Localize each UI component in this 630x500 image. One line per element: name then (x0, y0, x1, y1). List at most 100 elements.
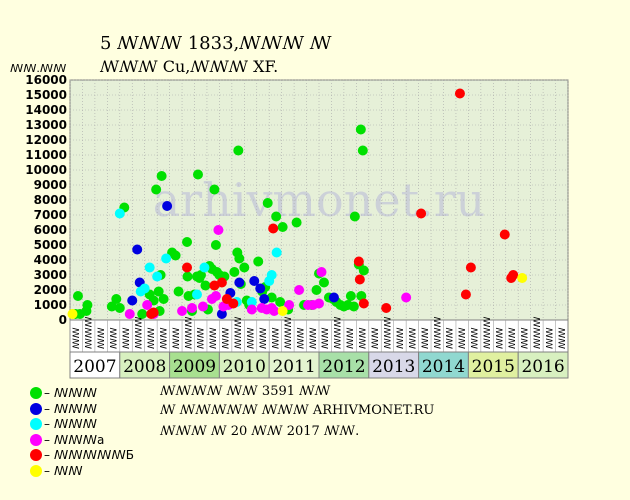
data-point (216, 309, 227, 319)
y-tick-label: 10000 (25, 163, 67, 177)
quarter-label: ꟿꟿ (271, 327, 281, 349)
data-point (353, 256, 364, 267)
data-point (246, 297, 257, 307)
y-tick-label: 11000 (25, 148, 67, 162)
data-point (144, 262, 155, 273)
data-point (161, 253, 172, 264)
data-point (277, 306, 288, 316)
data-point (200, 280, 211, 291)
data-point (210, 240, 221, 250)
y-tick-label: 14000 (25, 103, 67, 117)
data-point (177, 306, 188, 316)
data-point (239, 262, 250, 273)
data-point (132, 244, 143, 255)
data-point (142, 300, 153, 310)
data-point (271, 247, 282, 258)
data-point (355, 124, 366, 135)
quarter-label: ꟿꟿꟿ (85, 316, 95, 349)
year-label: 2015 (472, 357, 515, 377)
quarter-label: ꟿꟿ (396, 327, 406, 349)
data-point (162, 201, 173, 211)
data-point (111, 294, 122, 304)
data-point (209, 184, 220, 195)
data-point (127, 295, 138, 306)
quarter-label: ꟿꟿꟿ (483, 316, 493, 349)
year-band (69, 351, 121, 379)
quarter-label: ꟿꟿꟿ (334, 316, 344, 349)
data-point (173, 286, 184, 297)
y-tick-label: 1000 (34, 298, 67, 312)
data-point (234, 253, 245, 264)
y-tick-label: 0 (59, 313, 67, 327)
data-point (229, 267, 240, 277)
data-point (465, 262, 476, 273)
data-point (249, 276, 260, 286)
quarter-label: ꟿꟿ (247, 327, 257, 349)
info-source: ꟿ ꟿꟿꟿꟿꟿ ꟿꟿꟿ ARHIVMONET.RU (160, 403, 435, 418)
data-point (210, 291, 221, 301)
year-band (218, 351, 270, 379)
year-band (119, 351, 171, 379)
quarter-label: ꟿꟿ (359, 327, 369, 349)
legend-marker (30, 402, 42, 415)
year-label: 2013 (372, 357, 415, 377)
y-tick-label: 16000 (25, 73, 67, 87)
data-point (228, 298, 239, 309)
data-point (124, 309, 135, 319)
data-point (416, 208, 427, 219)
y-tick-label: 7000 (34, 208, 67, 222)
legend-marker (30, 449, 42, 461)
data-point (253, 256, 264, 267)
year-label: 2016 (521, 357, 564, 377)
legend-label: – ꟿꟿꟿ (44, 401, 97, 416)
y-tick-label: 2000 (34, 283, 67, 297)
quarter-label: ꟿꟿꟿ (184, 316, 194, 349)
quarter-label: ꟿꟿ (259, 327, 269, 349)
year-label: 2009 (173, 357, 216, 377)
data-point (357, 145, 368, 156)
quarter-label: ꟿꟿ (209, 327, 219, 349)
data-point (170, 250, 181, 261)
data-point (277, 222, 288, 232)
quarter-label: ꟿꟿ (110, 327, 120, 349)
year-label: 2010 (223, 357, 266, 377)
year-band (318, 351, 370, 379)
quarter-label: ꟿꟿ (72, 327, 82, 349)
legend-label: – ꟿꟿꟿ (44, 417, 97, 431)
year-band (368, 351, 420, 379)
data-point (152, 271, 163, 282)
data-point (349, 211, 360, 222)
data-point (182, 237, 193, 247)
data-point (153, 286, 164, 297)
y-tick-label: 12000 (25, 133, 67, 147)
data-point (454, 88, 465, 99)
data-point (255, 283, 266, 294)
y-tick-label: 3000 (34, 268, 67, 282)
year-label: 2007 (73, 357, 116, 377)
year-band (517, 351, 569, 379)
quarter-label: ꟿꟿ (172, 327, 182, 349)
y-axis-label: ꟿꟿ.ꟿꟿ (10, 62, 67, 75)
data-point (460, 289, 471, 300)
legend-label: – ꟿꟿꟿa (44, 432, 105, 447)
year-label: 2011 (272, 357, 315, 377)
quarter-label: ꟿꟿ (371, 327, 381, 349)
quarter-label: ꟿꟿ (421, 327, 431, 349)
data-point (328, 292, 339, 303)
y-tick-label: 6000 (34, 223, 67, 237)
data-point (72, 291, 83, 301)
quarter-label: ꟿꟿ (346, 327, 356, 349)
quarter-label: ꟿꟿ (147, 327, 157, 349)
data-point (311, 285, 322, 295)
data-point (114, 303, 125, 313)
data-point (266, 270, 277, 280)
chart-title-line-1: 5 ꟿꟿꟿ 1833,ꟿꟿꟿ ꟿ (100, 33, 332, 54)
chart-title-line-2: ꟿꟿꟿ Cu,ꟿꟿꟿ XF. (100, 57, 279, 76)
data-point (216, 277, 227, 288)
data-point (234, 277, 245, 288)
data-point (246, 304, 257, 315)
data-point (213, 225, 224, 235)
data-point (199, 262, 210, 273)
data-point (266, 292, 277, 303)
year-band (169, 351, 220, 379)
